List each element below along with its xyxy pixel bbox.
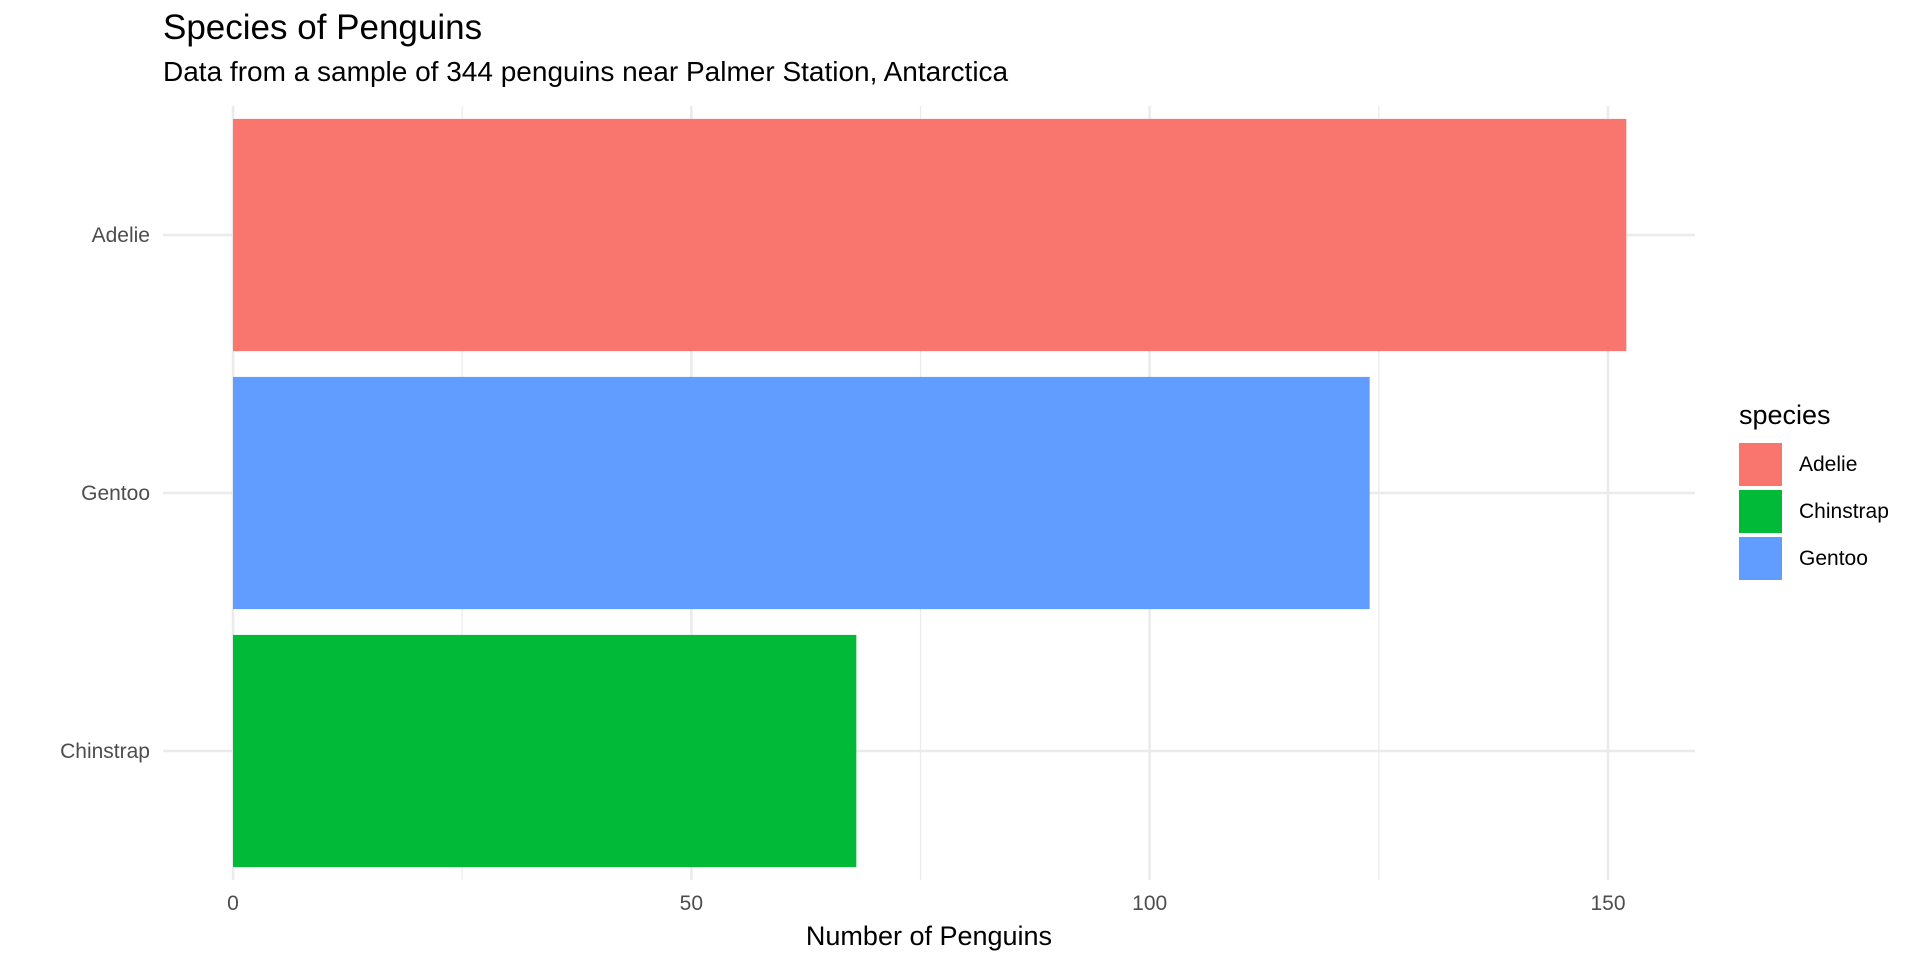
y-tick-label: Gentoo [81,482,150,505]
legend-item-gentoo: Gentoo [1739,537,1914,580]
legend-label: Chinstrap [1799,499,1889,523]
bar-adelie [233,118,1627,352]
y-axis-tick-labels: Adelie Gentoo Chinstrap [60,224,150,763]
x-tick-label: 100 [1132,892,1167,915]
legend-key-swatch [1739,490,1782,533]
bar-chinstrap [233,634,857,868]
legend-key-swatch [1739,537,1782,580]
legend-label: Adelie [1799,452,1858,476]
legend-item-chinstrap: Chinstrap [1739,490,1914,533]
y-tick-label: Chinstrap [60,740,150,763]
legend-key-swatch [1739,443,1782,486]
x-axis-title: Number of Penguins [806,921,1052,951]
chart-title: Species of Penguins [163,8,483,47]
y-tick-label: Adelie [92,224,150,247]
chart-subtitle: Data from a sample of 344 penguins near … [163,56,1009,87]
x-tick-label: 150 [1590,892,1625,915]
legend-item-adelie: Adelie [1739,443,1914,486]
x-tick-label: 0 [227,892,239,915]
bar-gentoo [233,376,1370,610]
legend-items: Adelie Chinstrap Gentoo [1739,443,1914,580]
x-tick-label: 50 [680,892,703,915]
x-axis-tick-labels: 0 50 100 150 [227,892,1625,915]
bar-chart: Adelie Gentoo Chinstrap 0 50 100 150 Number o… [60,106,1695,951]
bars [233,118,1627,868]
legend-title: species [1739,400,1831,430]
legend-label: Gentoo [1799,546,1868,570]
legend: species Adelie Chinstrap Gentoo [1739,400,1914,584]
